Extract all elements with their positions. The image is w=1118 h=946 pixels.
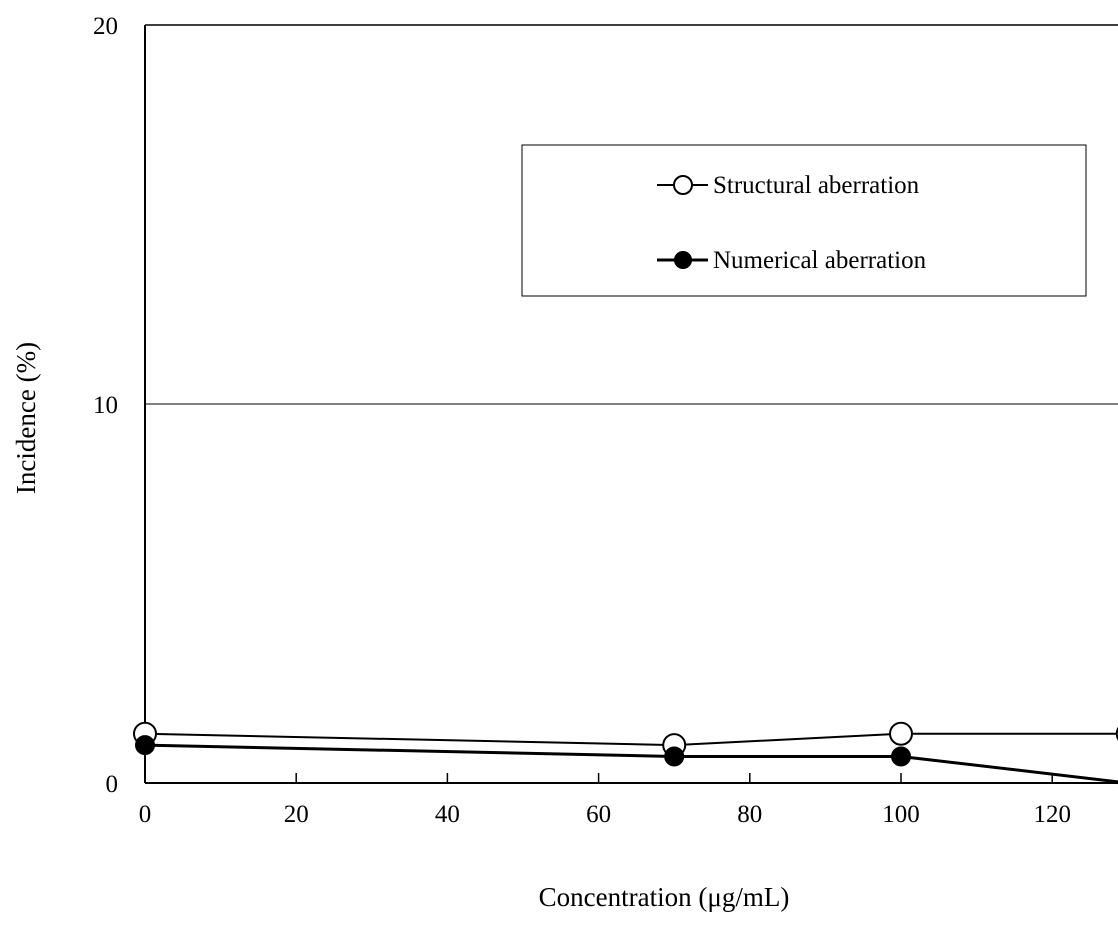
data-point: [664, 746, 685, 767]
x-tick-label: 40: [435, 801, 460, 828]
series-line-1: [144, 732, 1118, 747]
axis-layer: 0 20 40 60 80 100 120 0 10 20: [93, 13, 1118, 828]
data-point: [889, 721, 913, 746]
legend-label-1: Structural aberration: [713, 172, 920, 199]
legend: Structural aberration Numerical aberratio…: [521, 144, 1087, 297]
x-tick-label: 60: [586, 801, 611, 828]
x-tick-label: 80: [737, 801, 762, 828]
y-tick-label: 0: [106, 771, 119, 798]
legend-marker-2: [674, 251, 692, 269]
y-axis-title: Incidence (%): [11, 342, 41, 494]
x-tick-label: 0: [139, 801, 152, 828]
series-layer: [133, 721, 1118, 785]
y-tick-label: 20: [93, 13, 118, 40]
legend-marker-1: [673, 175, 693, 195]
x-tick-label: 100: [882, 801, 920, 828]
legend-box: [521, 144, 1087, 297]
y-tick-label: 10: [93, 392, 118, 419]
data-point: [891, 746, 911, 767]
series-line-2: [144, 743, 1118, 784]
x-tick-label: 20: [284, 801, 309, 828]
data-point: [135, 735, 155, 756]
x-axis-title: Concentration (μg/mL): [539, 882, 790, 912]
legend-label-2: Numerical aberration: [713, 247, 927, 274]
x-tick-label: 120: [1033, 801, 1071, 828]
